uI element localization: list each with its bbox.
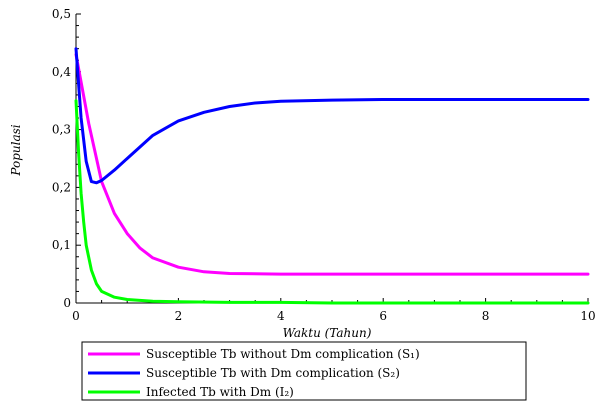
legend: Susceptible Tb without Dm complication (… (81, 341, 527, 401)
series-line-3 (74, 99, 590, 305)
x-tick-label: 6 (379, 309, 387, 323)
x-tick-label: 0 (72, 309, 80, 323)
x-tick-label: 4 (277, 309, 285, 323)
legend-label-3: Infected Tb with Dm (I₂) (146, 385, 294, 399)
x-axis-title: Waktu (Tahun) (283, 326, 372, 340)
legend-label-2: Susceptible Tb with Dm complication (S₂) (146, 366, 400, 380)
series-line-2 (74, 47, 590, 185)
y-tick-label: 0 (63, 296, 71, 310)
x-tick-label: 10 (580, 309, 595, 323)
y-axis-title: Populasi (9, 124, 23, 176)
y-tick-label: 0,2 (52, 180, 71, 194)
y-tick-label: 0,4 (52, 65, 71, 79)
x-tick-label: 2 (175, 309, 183, 323)
series-lines (74, 47, 590, 305)
y-tick-label: 0,5 (52, 7, 71, 21)
legend-label-1: Susceptible Tb without Dm complication (… (146, 347, 420, 361)
x-tick-label: 8 (482, 309, 490, 323)
legend-box (81, 341, 527, 401)
y-tick-label: 0,1 (52, 238, 71, 252)
series-line-1 (74, 53, 590, 276)
y-tick-label: 0,3 (52, 123, 71, 137)
